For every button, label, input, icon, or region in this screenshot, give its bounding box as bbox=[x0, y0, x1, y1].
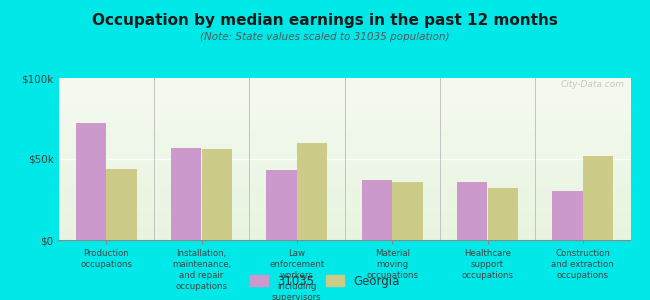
Bar bbox=[361, 180, 392, 240]
Text: Occupation by median earnings in the past 12 months: Occupation by median earnings in the pas… bbox=[92, 14, 558, 28]
Text: (Note: State values scaled to 31035 population): (Note: State values scaled to 31035 popu… bbox=[200, 32, 450, 41]
Bar bbox=[552, 191, 583, 240]
Bar bbox=[75, 123, 106, 240]
Bar bbox=[266, 170, 297, 240]
Bar bbox=[392, 182, 422, 240]
Bar bbox=[583, 156, 614, 240]
Text: City-Data.com: City-Data.com bbox=[561, 80, 625, 88]
Bar bbox=[171, 148, 202, 240]
Bar bbox=[297, 143, 328, 240]
Bar bbox=[457, 182, 488, 240]
Bar bbox=[106, 169, 136, 240]
Legend: 31035, Georgia: 31035, Georgia bbox=[247, 271, 403, 291]
Bar bbox=[202, 149, 232, 240]
Bar bbox=[488, 188, 518, 240]
